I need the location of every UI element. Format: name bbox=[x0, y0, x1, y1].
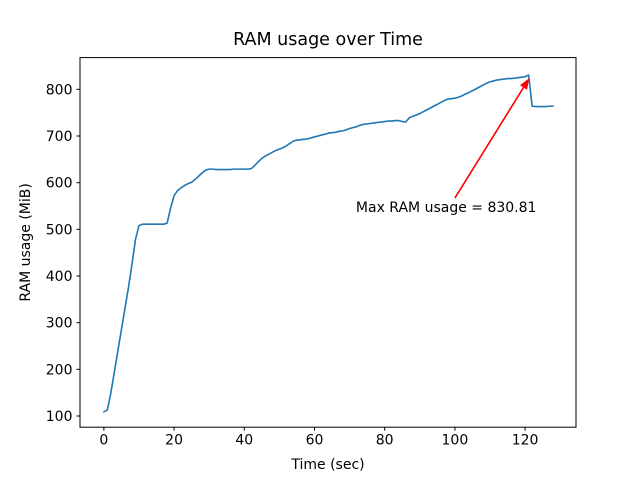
max-ram-annotation: Max RAM usage = 830.81 bbox=[356, 200, 537, 216]
x-axis-label: Time (sec) bbox=[290, 457, 364, 473]
x-tick-label: 120 bbox=[512, 433, 539, 449]
y-tick-label: 200 bbox=[46, 362, 73, 378]
y-tick-label: 700 bbox=[46, 129, 73, 145]
y-tick-label: 100 bbox=[46, 409, 73, 425]
y-tick-label: 300 bbox=[46, 316, 73, 332]
y-tick-label: 800 bbox=[46, 82, 73, 98]
x-tick-label: 100 bbox=[442, 433, 469, 449]
x-axis-ticks: 0 20 40 60 80 100 120 bbox=[99, 427, 538, 449]
x-tick-label: 80 bbox=[376, 433, 394, 449]
y-tick-label: 400 bbox=[46, 269, 73, 285]
x-tick-label: 60 bbox=[306, 433, 324, 449]
chart-title: RAM usage over Time bbox=[233, 30, 423, 50]
annotation-arrow-head-icon bbox=[519, 78, 530, 90]
x-tick-label: 0 bbox=[99, 433, 108, 449]
plot-area-border bbox=[79, 57, 577, 428]
x-tick-label: 20 bbox=[165, 433, 183, 449]
ram-usage-line bbox=[103, 74, 554, 413]
y-tick-label: 600 bbox=[46, 176, 73, 192]
y-axis-label: RAM usage (MiB) bbox=[18, 183, 34, 301]
y-tick-label: 500 bbox=[46, 222, 73, 238]
y-axis-ticks: 100 200 300 400 500 600 700 800 bbox=[46, 82, 80, 425]
annotation-arrow-line bbox=[454, 85, 526, 199]
x-tick-label: 40 bbox=[235, 433, 253, 449]
